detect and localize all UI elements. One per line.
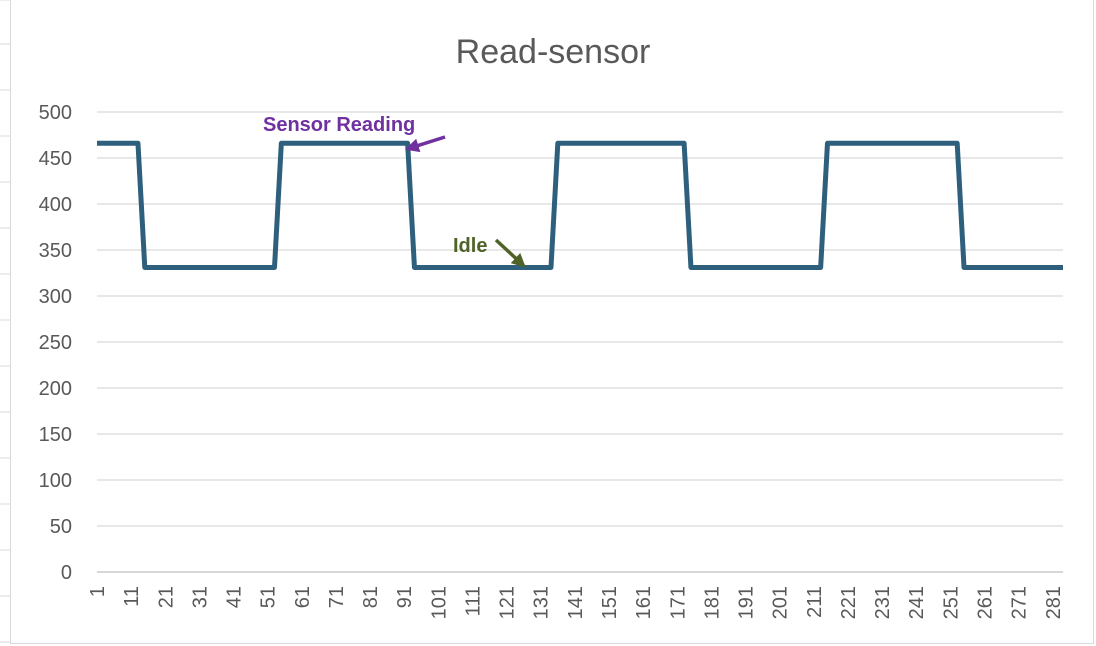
x-tick-label: 101 xyxy=(428,586,450,619)
x-tick-label: 81 xyxy=(360,586,382,608)
y-tick-label: 50 xyxy=(50,516,72,538)
x-tick-label: 31 xyxy=(189,586,211,608)
x-tick-label: 71 xyxy=(326,586,348,608)
x-tick-label: 251 xyxy=(940,586,962,619)
x-tick-label: 61 xyxy=(292,586,314,608)
x-tick-label: 281 xyxy=(1043,586,1065,619)
chart-area[interactable] xyxy=(10,0,1094,644)
annotation-arrow xyxy=(494,238,526,268)
y-tick-label: 450 xyxy=(39,148,72,170)
y-tick-label: 250 xyxy=(39,332,72,354)
series-layer xyxy=(97,140,1063,270)
y-tick-label: 100 xyxy=(39,470,72,492)
x-tick-label: 191 xyxy=(736,586,758,619)
x-tick-label: 111 xyxy=(462,586,484,616)
x-tick-label: 271 xyxy=(1009,586,1031,619)
x-tick-label: 161 xyxy=(633,586,655,619)
x-axis-tick-labels: 1 11 21 31 41 51 61 71 81 91 101 111 121 131 141 151 161… xyxy=(87,586,1065,619)
x-tick-label: 261 xyxy=(974,586,996,619)
x-tick-label: 1 xyxy=(87,586,109,597)
x-tick-label: 91 xyxy=(394,586,416,608)
series-line xyxy=(97,140,1063,270)
x-tick-label: 41 xyxy=(224,586,246,608)
y-tick-label: 0 xyxy=(61,562,72,584)
x-tick-label: 221 xyxy=(838,586,860,619)
x-tick-label: 181 xyxy=(701,586,723,619)
y-tick-label: 350 xyxy=(39,240,72,262)
x-tick-label: 131 xyxy=(531,586,553,619)
x-tick-label: 21 xyxy=(155,586,177,608)
y-tick-label: 200 xyxy=(39,378,72,400)
annotations-layer: Sensor Reading Idle xyxy=(263,114,526,268)
x-tick-label: 121 xyxy=(497,586,519,619)
x-tick-label: 201 xyxy=(770,586,792,619)
y-tick-label: 500 xyxy=(39,102,72,124)
x-tick-label: 171 xyxy=(667,586,689,619)
x-tick-label: 141 xyxy=(565,586,587,619)
y-tick-label: 150 xyxy=(39,424,72,446)
x-tick-label: 231 xyxy=(872,586,894,619)
x-tick-label: 151 xyxy=(599,586,621,619)
annotation-sensor-reading: Sensor Reading xyxy=(263,114,415,136)
horizontal-gridlines xyxy=(97,111,1063,573)
x-tick-label: 51 xyxy=(258,586,280,608)
x-tick-label: 211 xyxy=(804,586,826,618)
y-axis-tick-labels: 0 50 100 150 200 250 300 350 400 450 500 xyxy=(39,102,72,584)
x-tick-label: 241 xyxy=(906,586,928,619)
chart-title: Read-sensor xyxy=(456,33,651,71)
x-tick-label: 11 xyxy=(121,586,143,607)
y-tick-label: 400 xyxy=(39,194,72,216)
y-tick-label: 300 xyxy=(39,286,72,308)
annotation-arrow xyxy=(404,135,446,153)
annotation-idle: Idle xyxy=(453,235,487,257)
